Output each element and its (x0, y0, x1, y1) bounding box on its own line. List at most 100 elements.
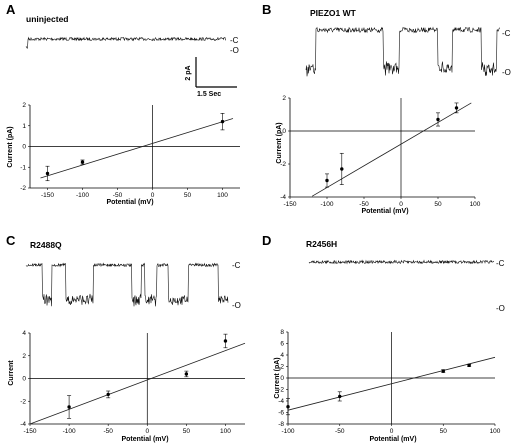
scale-bar-current-label: 2 pA (185, 65, 192, 80)
panel-b-open-label: -O (502, 68, 511, 77)
panel-a-y-tick-label: 1 (22, 123, 26, 130)
panel-b-y-tick-label: -4 (280, 194, 286, 201)
panel-c-y-tick-label: 4 (22, 330, 26, 337)
panel-letter-a: A (6, 2, 16, 17)
panel-a-y-tick-label: -2 (20, 185, 26, 192)
panel-c-data-point (67, 405, 71, 409)
panel-c-trace (25, 262, 229, 307)
panel-b-data-point (454, 106, 459, 110)
panel-a-trace (25, 36, 227, 49)
panel-d-y-tick-label: 6 (280, 341, 284, 348)
panel-b-x-tick-label: 50 (434, 201, 442, 208)
panel-d-y-tick-label: -6 (278, 410, 284, 417)
panel-b-data-point (340, 167, 344, 171)
panel-b-y-tick-label: 2 (282, 95, 286, 102)
panel-a-x-tick-label: 100 (217, 192, 228, 199)
panel-a-x-tick-label: 0 (151, 192, 155, 199)
panel-a-x-tick-label: -100 (76, 192, 89, 199)
panel-c-title: R2488Q (30, 240, 62, 250)
panel-letter-b: B (262, 2, 271, 17)
panel-c-x-title: Potential (mV) (121, 436, 168, 443)
panel-d-x-tick-label: -100 (281, 428, 294, 435)
panel-d-x-tick-label: 100 (490, 428, 501, 435)
panel-b-fit-line (311, 102, 472, 197)
panel-a-x-tick-label: -150 (41, 192, 54, 199)
panel-a-fit-line (40, 118, 234, 179)
panel-b-data-point (436, 117, 440, 122)
panel-d-iv-plot: -100 -50 0 50 100 -8 -6 -4 -2 0 2 4 6 8 (278, 329, 501, 435)
panel-c-y-tick-label: 2 (22, 353, 26, 360)
panel-c-x-tick-label: 0 (145, 428, 149, 435)
panel-d-title: R2456H (306, 239, 337, 249)
panel-c-closed-label: -C (232, 261, 241, 270)
panel-d-y-tick-label: 4 (280, 352, 284, 359)
panel-d-trace-line (308, 259, 495, 265)
panel-b-x-title: Potential (mV) (361, 208, 408, 215)
panel-a-title: uninjected (26, 14, 69, 24)
panel-c-y-tick-label: 0 (22, 376, 26, 383)
panel-d-data-point (467, 363, 471, 368)
panel-a-x-tick-label: 50 (184, 192, 192, 199)
panel-d-open-label: -O (496, 304, 505, 313)
panel-c-open-label: -O (232, 301, 241, 310)
panel-b-closed-label: -C (502, 29, 511, 38)
panel-d-y-tick-label: -2 (278, 387, 284, 394)
panel-d-y-tick-label: 2 (280, 364, 284, 371)
panel-letter-d: D (262, 233, 271, 248)
panel-a-iv-plot: -150 -100 -50 0 50 100 -2 -1 0 1 2 (20, 102, 240, 199)
panel-d-y-tick-label: -8 (278, 421, 284, 428)
panel-c-fit-line (29, 342, 246, 425)
scale-bar: 2 pA 1.5 Sec (185, 57, 237, 98)
panel-a-y-tick-label: 2 (22, 102, 26, 109)
panel-letter-c: C (6, 233, 16, 248)
panel-b-y-title: Current (pA) (276, 122, 283, 163)
panel-a-x-tick-label: -50 (113, 192, 123, 199)
panel-a-y-tick-label: -1 (20, 164, 26, 171)
panel-b-x-tick-label: -50 (359, 201, 369, 208)
panel-a-y-title: Current (pA) (7, 126, 14, 167)
panel-b-iv-plot: -150 -100 -50 0 50 100 -4 -2 0 2 (280, 95, 481, 208)
panel-d-y-tick-label: 8 (280, 329, 284, 336)
panel-c-iv-plot: -150 -100 -50 0 50 100 -4 -2 0 2 4 (20, 330, 246, 435)
panel-b-x-tick-label: -150 (283, 201, 296, 208)
panel-d-x-tick-label: 50 (440, 428, 448, 435)
panel-d-y-title: Current (pA) (274, 357, 281, 398)
panel-b-y-tick-label: -2 (280, 161, 286, 168)
panel-d-x-title: Potential (mV) (369, 436, 416, 443)
panel-d-data-point (338, 394, 342, 399)
panel-d-y-tick-label: -4 (278, 398, 284, 405)
panel-d-x-tick-label: -50 (335, 428, 345, 435)
panel-c-x-tick-label: -50 (103, 428, 113, 435)
panel-c-data-point (106, 392, 110, 397)
panel-b-trace (305, 26, 501, 77)
panel-c-trace-line (25, 262, 229, 307)
panel-b-trace-line (305, 26, 501, 77)
panel-a-data-point (220, 119, 225, 124)
panel-d-trace (308, 259, 495, 265)
panel-c-x-tick-label: -150 (23, 428, 36, 435)
panel-b-title: PIEZO1 WT (310, 8, 357, 18)
panel-b-x-tick-label: -100 (320, 201, 333, 208)
panel-c-data-point (223, 339, 228, 343)
panel-a-data-point (45, 171, 50, 176)
panel-c-y-tick-label: -2 (20, 398, 26, 405)
panel-a-closed-label: -C (230, 36, 239, 45)
panel-b-data-point (325, 178, 329, 183)
panel-d-y-tick-label: 0 (280, 375, 284, 382)
panel-a-trace-line (25, 36, 227, 49)
panel-d-fit-line (287, 356, 496, 411)
panel-c-x-tick-label: -100 (63, 428, 76, 435)
panel-d-closed-label: -C (496, 259, 505, 268)
panel-c-x-tick-label: 100 (220, 428, 231, 435)
panel-a-y-tick-label: 0 (22, 144, 26, 151)
panel-b-x-tick-label: 100 (470, 201, 481, 208)
panel-c-y-tick-label: -4 (20, 421, 26, 428)
scale-bar-time-label: 1.5 Sec (197, 91, 221, 98)
panel-a-x-title: Potential (mV) (106, 199, 153, 206)
panel-c-data-point (184, 372, 189, 376)
panel-c-y-title: Current (8, 360, 15, 386)
panel-d-data-point (286, 405, 290, 409)
panel-a-data-point (80, 160, 85, 164)
panel-a-open-label: -O (230, 46, 239, 55)
